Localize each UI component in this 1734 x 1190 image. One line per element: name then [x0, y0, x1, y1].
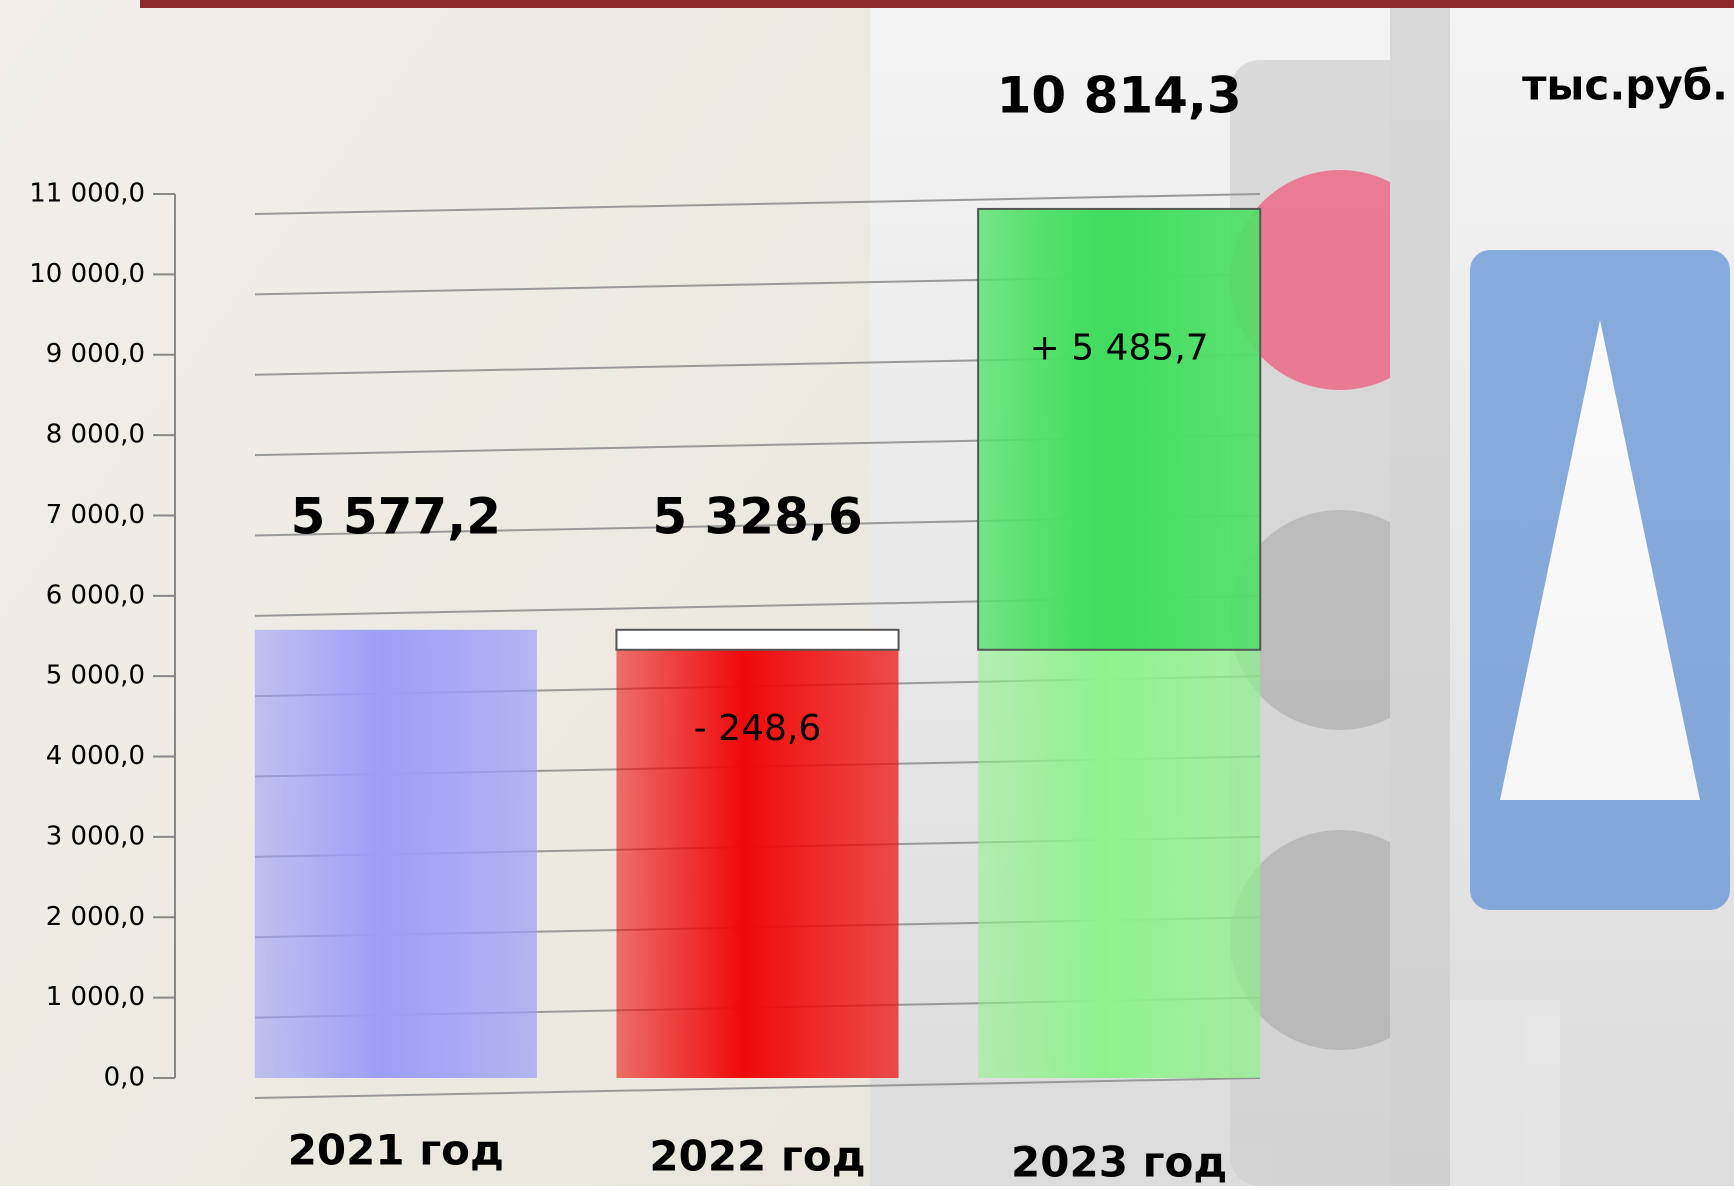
value-label: 5 577,2 [291, 487, 501, 545]
header-bar [140, 0, 1734, 8]
y-tick-label: 1 000,0 [46, 982, 145, 1012]
y-tick-label: 7 000,0 [46, 500, 145, 530]
x-tick-label: 2021 год [288, 1126, 504, 1175]
y-tick-label: 8 000,0 [46, 420, 145, 450]
change-segment [616, 630, 898, 650]
y-tick-label: 6 000,0 [46, 580, 145, 610]
unit-label: тыс.руб. [1522, 61, 1728, 110]
y-tick-label: 4 000,0 [46, 741, 145, 771]
y-tick-label: 10 000,0 [29, 259, 145, 289]
change-label: - 248,6 [694, 708, 822, 749]
y-tick-label: 11 000,0 [29, 179, 145, 209]
change-label: + 5 485,7 [1030, 327, 1209, 368]
y-tick-label: 2 000,0 [46, 902, 145, 932]
chart: тыс.руб. 0,0 1 000,0 2 000,0 3 000,0 4 000,0… [0, 0, 1734, 1186]
bar [255, 630, 537, 1078]
y-tick-label: 9 000,0 [46, 339, 145, 369]
value-label: 10 814,3 [997, 66, 1242, 124]
y-tick-label: 0,0 [104, 1063, 145, 1093]
value-label: 5 328,6 [652, 487, 862, 545]
x-tick-label: 2022 год [649, 1132, 865, 1181]
y-tick-label: 5 000,0 [46, 661, 145, 691]
page: {"chart_data": {"type": "bar", "unit_lab… [0, 0, 1734, 1186]
y-tick-label: 3 000,0 [46, 821, 145, 851]
change-segment [978, 209, 1260, 650]
x-tick-label: 2023 год [1011, 1138, 1227, 1187]
